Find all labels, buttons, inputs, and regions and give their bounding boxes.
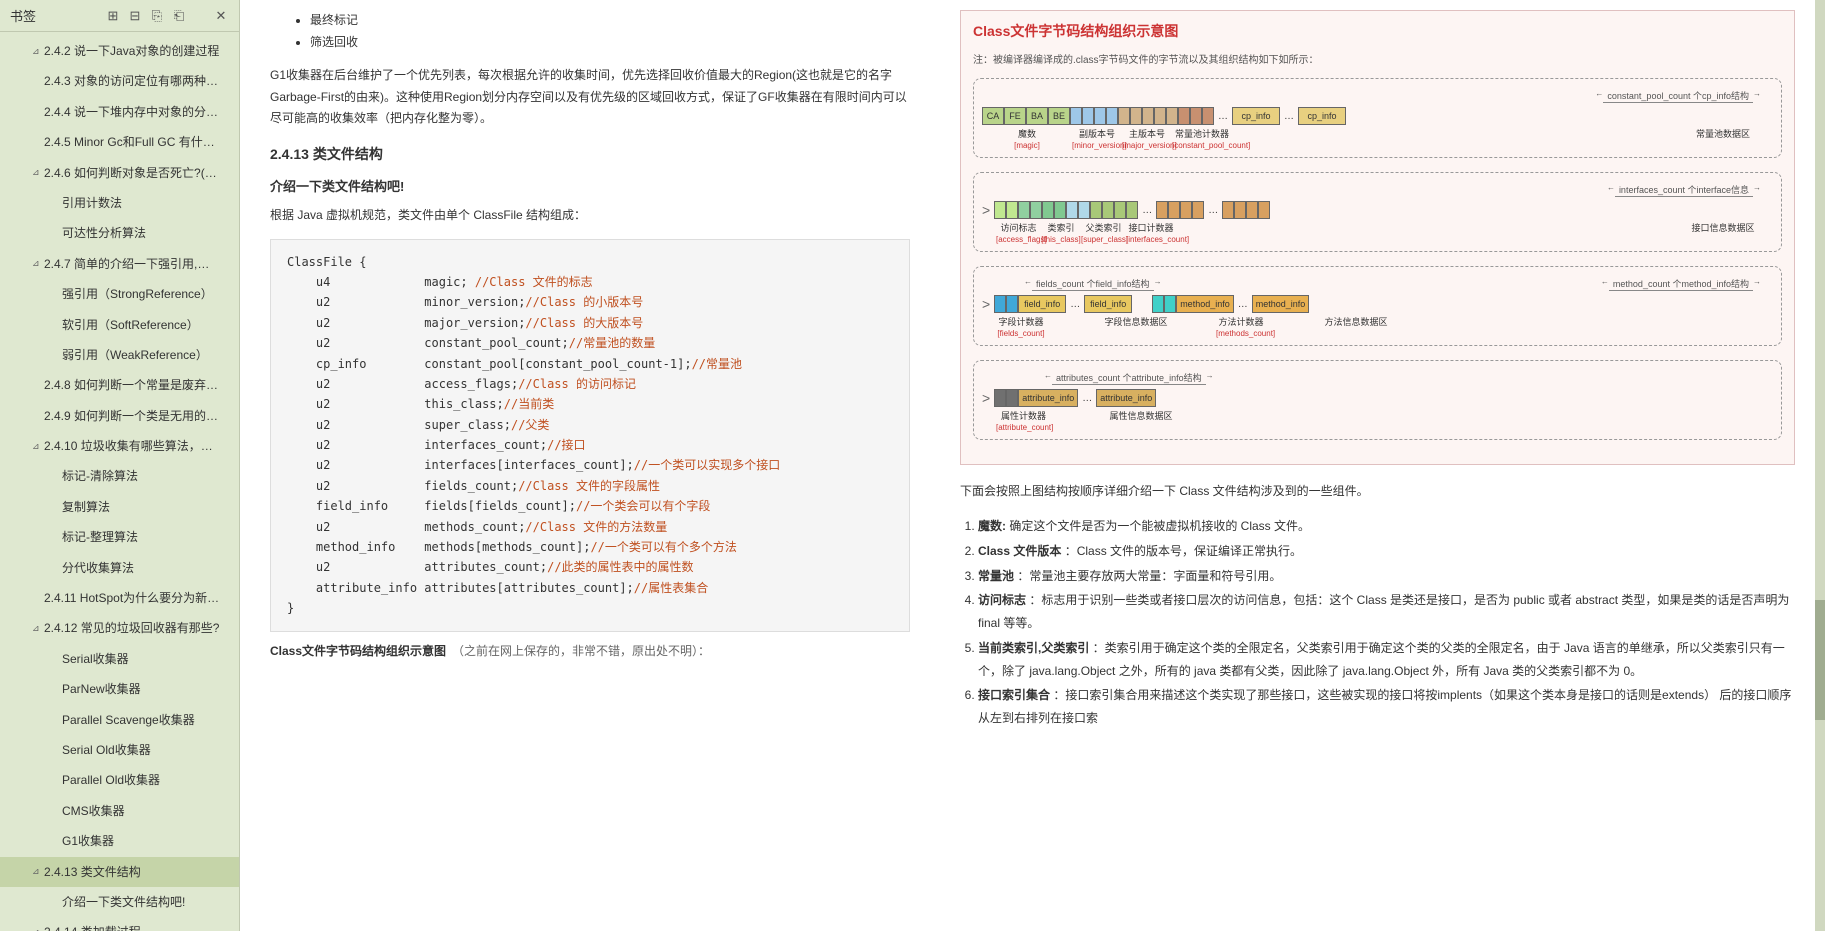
class-structure-diagram: Class文件字节码结构组织示意图注：被编译器编译成的.class字节码文件的字… <box>960 10 1795 465</box>
bullet-list: 最终标记 筛选回收 <box>310 10 910 53</box>
bookmark-item[interactable]: 2.4.5 Minor Gc和Full GC 有什… <box>0 127 239 157</box>
bullet-item: 最终标记 <box>310 10 910 32</box>
sidebar-header: 书签 ⊞ ⊟ ⎘ ⎗ ✕ <box>0 0 239 32</box>
bookmark-item[interactable]: ⊿2.4.10 垃圾收集有哪些算法，… <box>0 431 239 461</box>
bookmark-item[interactable]: ⊿2.4.14 类加载过程 <box>0 917 239 931</box>
bookmark-item[interactable]: 介绍一下类文件结构吧! <box>0 887 239 917</box>
ordered-list: 魔数: 确定这个文件是否为一个能被虚拟机接收的 Class 文件。Class 文… <box>978 515 1795 730</box>
content-area: 最终标记 筛选回收 G1收集器在后台维护了一个优先列表，每次根据允许的收集时间，… <box>240 0 1815 931</box>
bookmark-item[interactable]: ⊿2.4.6 如何判断对象是否死亡?(… <box>0 158 239 188</box>
bookmark-item[interactable]: 引用计数法 <box>0 188 239 218</box>
bookmark-item[interactable]: 2.4.11 HotSpot为什么要分为新… <box>0 583 239 613</box>
expand-all-icon[interactable]: ⊞ <box>105 8 121 24</box>
bookmark-item[interactable]: 软引用（SoftReference） <box>0 310 239 340</box>
figure-caption: Class文件字节码结构组织示意图（之前在网上保存的，非常不错，原出处不明）： <box>270 642 910 659</box>
paragraph: 根据 Java 虚拟机规范，类文件由单个 ClassFile 结构组成： <box>270 205 910 227</box>
bookmark-item[interactable]: Serial Old收集器 <box>0 735 239 765</box>
bookmark-item[interactable]: 标记-清除算法 <box>0 461 239 491</box>
right-column: Class文件字节码结构组织示意图注：被编译器编译成的.class字节码文件的字… <box>940 0 1815 931</box>
left-column: 最终标记 筛选回收 G1收集器在后台维护了一个优先列表，每次根据允许的收集时间，… <box>240 0 940 931</box>
list-item: 魔数: 确定这个文件是否为一个能被虚拟机接收的 Class 文件。 <box>978 515 1795 538</box>
bookmark-item[interactable]: CMS收集器 <box>0 796 239 826</box>
bookmark-item[interactable]: Parallel Scavenge收集器 <box>0 705 239 735</box>
bookmark-item[interactable]: Serial收集器 <box>0 644 239 674</box>
bookmark-item[interactable]: ⊿2.4.2 说一下Java对象的创建过程 <box>0 36 239 66</box>
add-bookmark-icon[interactable]: ⎘ <box>149 8 165 24</box>
close-sidebar-icon[interactable]: ✕ <box>213 8 229 24</box>
section-heading: 2.4.13 类文件结构 <box>270 144 910 164</box>
delete-bookmark-icon[interactable]: ⎗ <box>171 8 187 24</box>
paragraph: G1收集器在后台维护了一个优先列表，每次根据允许的收集时间，优先选择回收价值最大… <box>270 65 910 130</box>
bookmark-item[interactable]: 复制算法 <box>0 492 239 522</box>
intro-text: 下面会按照上图结构按顺序详细介绍一下 Class 文件结构涉及到的一些组件。 <box>960 481 1795 503</box>
bookmark-list[interactable]: ⊿2.4.2 说一下Java对象的创建过程2.4.3 对象的访问定位有哪两种…2… <box>0 32 239 931</box>
list-item: 访问标志 ：标志用于识别一些类或者接口层次的访问信息，包括：这个 Class 是… <box>978 589 1795 635</box>
list-item: Class 文件版本 ：Class 文件的版本号，保证编译正常执行。 <box>978 540 1795 563</box>
subsection-heading: 介绍一下类文件结构吧! <box>270 176 910 195</box>
bullet-item: 筛选回收 <box>310 32 910 54</box>
bookmark-item[interactable]: 2.4.9 如何判断一个类是无用的… <box>0 401 239 431</box>
list-item: 当前类索引,父类索引 ：类索引用于确定这个类的全限定名，父类索引用于确定这个类的… <box>978 637 1795 683</box>
bookmark-item[interactable]: 可达性分析算法 <box>0 218 239 248</box>
bookmark-item[interactable]: 标记-整理算法 <box>0 522 239 552</box>
bookmark-item[interactable]: 弱引用（WeakReference） <box>0 340 239 370</box>
bookmarks-sidebar: 书签 ⊞ ⊟ ⎘ ⎗ ✕ ⊿2.4.2 说一下Java对象的创建过程2.4.3 … <box>0 0 240 931</box>
bookmark-item[interactable]: ⊿2.4.13 类文件结构 <box>0 857 239 887</box>
bookmark-item[interactable]: Parallel Old收集器 <box>0 765 239 795</box>
bookmark-item[interactable]: ⊿2.4.7 简单的介绍一下强引用,… <box>0 249 239 279</box>
bookmark-item[interactable]: 强引用（StrongReference） <box>0 279 239 309</box>
bookmark-item[interactable]: 2.4.4 说一下堆内存中对象的分… <box>0 97 239 127</box>
sidebar-title: 书签 <box>10 6 36 25</box>
scrollbar[interactable] <box>1815 0 1825 931</box>
list-item: 常量池 ：常量池主要存放两大常量：字面量和符号引用。 <box>978 565 1795 588</box>
bookmark-item[interactable]: 分代收集算法 <box>0 553 239 583</box>
collapse-all-icon[interactable]: ⊟ <box>127 8 143 24</box>
bookmark-item[interactable]: G1收集器 <box>0 826 239 856</box>
list-item: 接口索引集合 ：接口索引集合用来描述这个类实现了那些接口，这些被实现的接口将按i… <box>978 684 1795 730</box>
bookmark-item[interactable]: 2.4.3 对象的访问定位有哪两种… <box>0 66 239 96</box>
code-block: ClassFile { u4 magic; //Class 文件的标志 u2 m… <box>270 239 910 632</box>
bookmark-item[interactable]: ParNew收集器 <box>0 674 239 704</box>
bookmark-item[interactable]: 2.4.8 如何判断一个常量是废弃… <box>0 370 239 400</box>
bookmark-item[interactable]: ⊿2.4.12 常见的垃圾回收器有那些? <box>0 613 239 643</box>
scrollbar-thumb[interactable] <box>1815 600 1825 720</box>
